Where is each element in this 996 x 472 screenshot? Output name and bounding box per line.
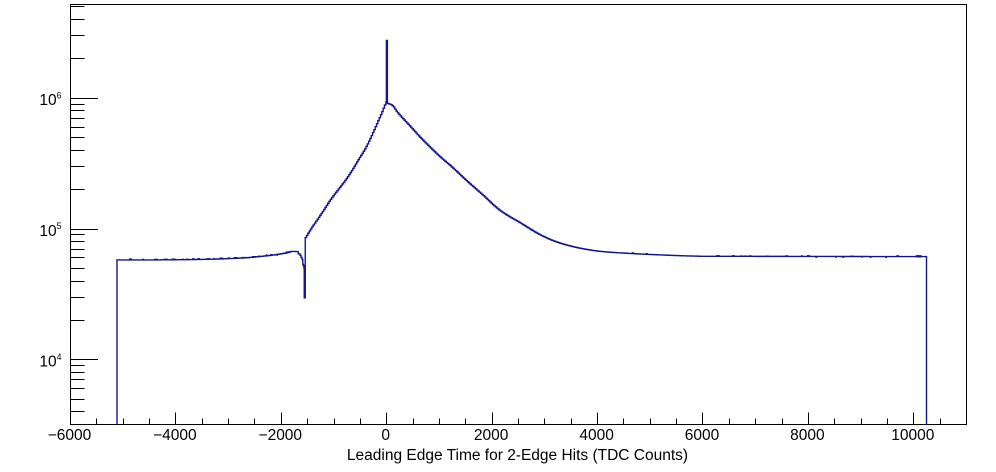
svg-text:6000: 6000	[685, 427, 720, 444]
svg-text:−2000: −2000	[259, 427, 303, 444]
svg-text:106: 106	[39, 91, 61, 110]
svg-text:0: 0	[381, 427, 390, 444]
svg-text:4000: 4000	[579, 427, 614, 444]
svg-text:105: 105	[39, 221, 61, 240]
svg-text:10000: 10000	[891, 427, 934, 444]
svg-text:2000: 2000	[474, 427, 509, 444]
svg-text:Leading Edge Time for 2-Edge H: Leading Edge Time for 2-Edge Hits (TDC C…	[347, 447, 688, 464]
svg-text:−4000: −4000	[153, 427, 197, 444]
svg-text:8000: 8000	[790, 427, 825, 444]
svg-text:104: 104	[39, 352, 61, 371]
svg-text:−6000: −6000	[48, 427, 92, 444]
